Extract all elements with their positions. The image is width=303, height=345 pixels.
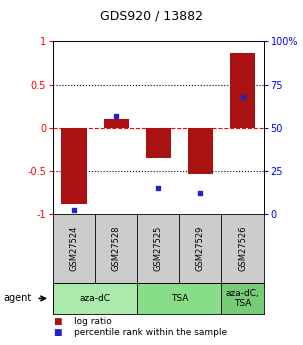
Bar <box>104 119 129 128</box>
Bar <box>53 283 137 314</box>
Text: ■: ■ <box>53 317 62 326</box>
Text: TSA: TSA <box>171 294 188 303</box>
Bar <box>188 128 213 174</box>
Text: log ratio: log ratio <box>74 317 112 326</box>
Text: ■: ■ <box>53 327 62 337</box>
Bar <box>146 128 171 158</box>
Text: GSM27528: GSM27528 <box>112 226 121 271</box>
Text: percentile rank within the sample: percentile rank within the sample <box>74 327 227 337</box>
Text: GSM27525: GSM27525 <box>154 226 163 271</box>
Text: agent: agent <box>3 294 31 303</box>
Text: GSM27529: GSM27529 <box>196 226 205 271</box>
Text: GSM27524: GSM27524 <box>70 226 78 271</box>
Bar <box>137 283 221 314</box>
Text: aza-dC,
TSA: aza-dC, TSA <box>226 289 259 308</box>
Bar <box>230 52 255 128</box>
Text: GDS920 / 13882: GDS920 / 13882 <box>100 9 203 22</box>
Text: aza-dC: aza-dC <box>80 294 111 303</box>
Text: GSM27526: GSM27526 <box>238 226 247 271</box>
Bar <box>62 128 87 204</box>
Bar <box>221 283 264 314</box>
